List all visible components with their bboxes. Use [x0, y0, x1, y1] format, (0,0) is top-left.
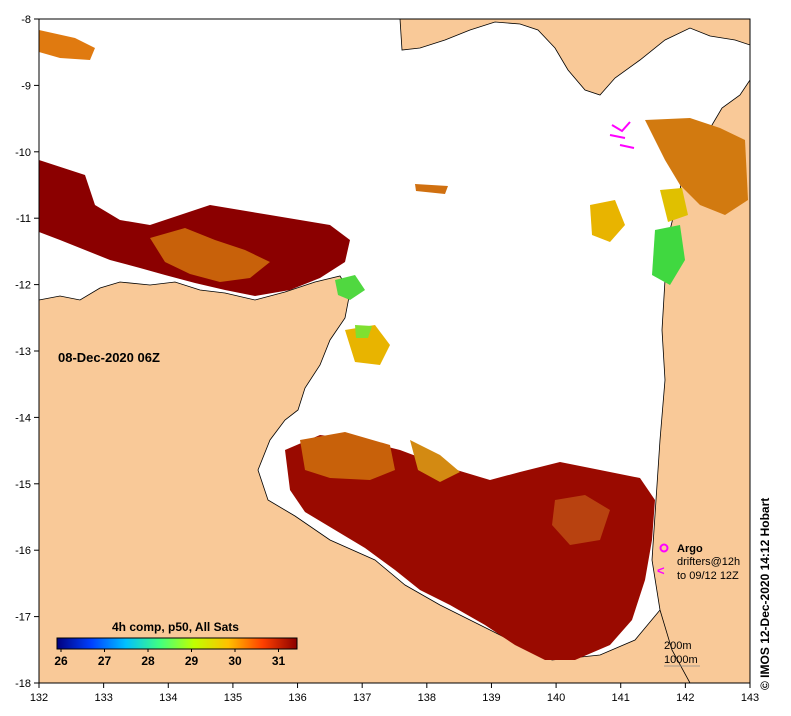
x-axis: 132 133 134 135 136 137 138 139 140 141 142 143: [30, 683, 759, 704]
argo-drifter-tracks: [609, 121, 635, 149]
copyright-symbol: ©: [758, 681, 772, 690]
y-tick-label: -16: [15, 545, 31, 557]
colorbar-gradient: [56, 637, 298, 650]
sst-gulf-inner-orange: [552, 495, 610, 545]
argo-float-icon: [659, 543, 669, 553]
sst-gulf-orange-2: [410, 440, 460, 482]
argo-legend: Argo drifters@12h < to 09/12 12Z: [657, 543, 740, 582]
y-tick-label: -12: [15, 280, 31, 292]
y-tick-label: -17: [15, 612, 31, 624]
sst-east-green: [652, 225, 685, 285]
sst-east-orange: [645, 118, 748, 215]
x-tick-label: 136: [288, 692, 306, 704]
sst-green-patch-1: [335, 275, 365, 300]
date-label: 08-Dec-2020 06Z: [58, 350, 160, 365]
sst-east-yellow-2: [660, 188, 688, 222]
y-tick-label: -15: [15, 479, 31, 491]
drifters-label: drifters@12h: [677, 556, 740, 568]
y-tick-label: -10: [15, 147, 31, 159]
y-tick-label: -9: [21, 80, 31, 92]
colorbar-label: 31: [272, 654, 286, 668]
sst-gulf-orange: [300, 432, 395, 480]
sst-green-patch-2: [355, 325, 372, 338]
x-tick-label: 138: [418, 692, 436, 704]
y-tick-label: -8: [21, 14, 31, 26]
drifter-track-icon: <: [657, 563, 665, 578]
legend: 4h comp, p50, All Sats 26 27 28 29 30 31: [54, 620, 298, 668]
argo-label: Argo: [677, 543, 703, 555]
contour-label-200m: 200m: [664, 640, 692, 652]
sst-east-yellow: [590, 200, 625, 242]
colorbar-label: 27: [98, 654, 112, 668]
y-tick-label: -18: [15, 678, 31, 690]
sst-north-band-orange: [150, 228, 270, 282]
sst-nw-corner: [39, 30, 95, 60]
sst-gulf-south: [285, 435, 655, 660]
colorbar: [56, 637, 298, 650]
contour-label-1000m: 1000m: [664, 654, 698, 666]
x-tick-label: 132: [30, 692, 48, 704]
credit-text: IMOS 12-Dec-2020 14:12 Hobart: [758, 497, 772, 678]
x-tick-label: 134: [159, 692, 177, 704]
x-tick-label: 143: [741, 692, 759, 704]
y-axis: -8 -9 -10 -11 -12 -13 -14 -15 -16 -17 -18: [15, 14, 39, 690]
sst-north-band: [39, 160, 350, 296]
sst-strip-orange: [415, 184, 448, 194]
y-tick-label: -11: [16, 213, 31, 225]
colorbar-label: 30: [228, 654, 242, 668]
drifters-to-label: to 09/12 12Z: [677, 570, 739, 582]
colorbar-label: 26: [54, 654, 68, 668]
y-tick-label: -13: [15, 346, 31, 358]
contour-legend: 200m 1000m: [664, 640, 700, 667]
x-tick-label: 133: [94, 692, 112, 704]
x-tick-label: 135: [224, 692, 242, 704]
colorbar-label: 28: [141, 654, 155, 668]
y-tick-label: -14: [15, 412, 31, 424]
land-new-guinea: [399, 18, 751, 96]
x-tick-label: 142: [676, 692, 694, 704]
colorbar-label: 29: [185, 654, 199, 668]
x-tick-label: 140: [547, 692, 565, 704]
x-tick-label: 139: [482, 692, 500, 704]
legend-title: 4h comp, p50, All Sats: [112, 620, 239, 634]
x-tick-label: 141: [612, 692, 630, 704]
x-tick-label: 137: [353, 692, 371, 704]
colorbar-labels: 26 27 28 29 30 31: [54, 649, 285, 668]
